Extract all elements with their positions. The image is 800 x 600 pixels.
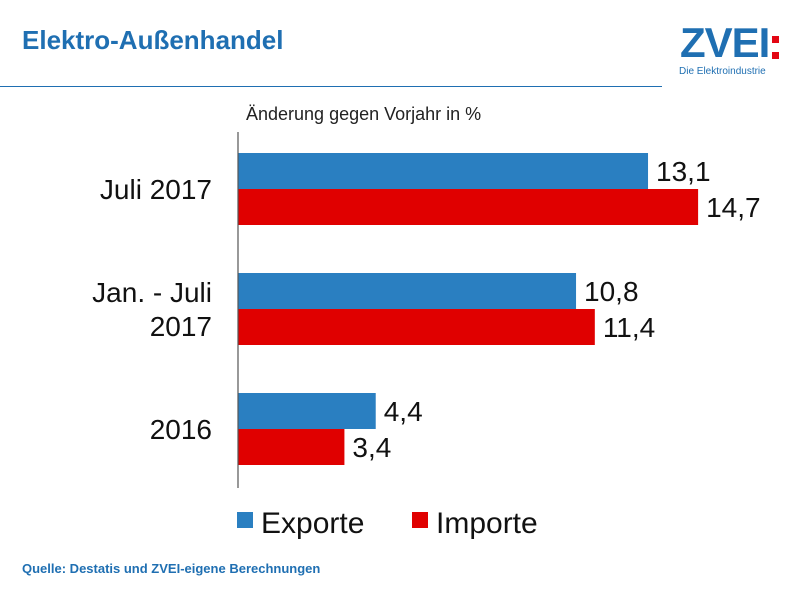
legend-swatch-importe — [412, 512, 428, 528]
legend-label-exporte: Exporte — [261, 507, 364, 540]
bar-exporte-2 — [238, 393, 376, 429]
value-label-importe-1: 11,4 — [603, 312, 655, 343]
value-label-importe-2: 3,4 — [352, 432, 391, 463]
logo-tagline: Die Elektroindustrie — [679, 66, 766, 77]
bar-importe-2 — [238, 429, 345, 465]
category-label-0: Juli 2017 — [100, 174, 212, 205]
bar-exporte-0 — [238, 153, 649, 189]
bar-exporte-1 — [238, 273, 577, 309]
title-divider — [0, 86, 662, 87]
category-label-1: Jan. - Juli 2017 — [92, 277, 212, 342]
bar-importe-1 — [238, 309, 595, 345]
legend-label-importe: Importe — [436, 507, 538, 540]
category-label-2: 2016 — [150, 414, 212, 445]
value-label-importe-0: 14,7 — [706, 192, 761, 223]
legend-swatch-exporte — [237, 512, 253, 528]
zvei-logo: ZVEI Die Elektroindustrie — [676, 20, 788, 82]
value-label-exporte-1: 10,8 — [584, 276, 639, 307]
logo-colon-icon — [772, 32, 780, 62]
value-label-exporte-2: 4,4 — [384, 396, 423, 427]
page-title: Elektro-Außenhandel — [22, 25, 284, 55]
legend: Exporte Importe — [237, 507, 538, 540]
bar-importe-0 — [238, 189, 699, 225]
source-note: Quelle: Destatis und ZVEI-eigene Berechn… — [22, 561, 321, 576]
logo-wordmark: ZVEI — [680, 19, 770, 66]
value-label-exporte-0: 13,1 — [656, 156, 711, 187]
chart-subtitle: Änderung gegen Vorjahr in % — [246, 104, 482, 124]
